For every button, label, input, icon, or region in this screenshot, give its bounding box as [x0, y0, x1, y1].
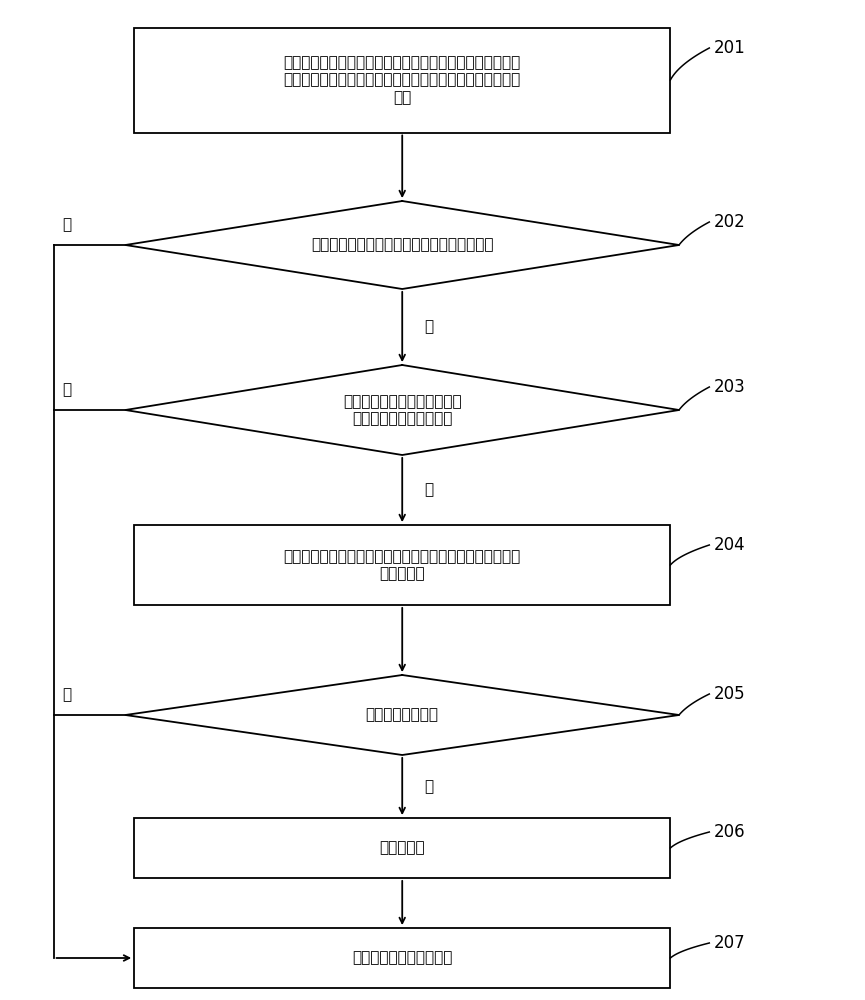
Bar	[134, 928, 670, 988]
Text: 判断按压物体图像的有效面积
是否处于预设面积范围内: 判断按压物体图像的有效面积 是否处于预设面积范围内	[343, 394, 462, 426]
Text: 当移动终端的显示屏处于休眠状态时，若监测到移动终端中
配置的指纹传感器被按压，则通过指纹传感器获取按压物体
图像: 当移动终端的显示屏处于休眠状态时，若监测到移动终端中 配置的指纹传感器被按压，则…	[284, 55, 521, 105]
Text: 202: 202	[714, 213, 746, 231]
Text: 保持显示屏处于休眠状态: 保持显示屏处于休眠状态	[352, 950, 452, 966]
Text: 唤醒显示屏: 唤醒显示屏	[380, 840, 425, 856]
Text: 确定按压物体图像为指纹图像，并将指纹图像与预设指纹模
板进行匹配: 确定按压物体图像为指纹图像，并将指纹图像与预设指纹模 板进行匹配	[284, 549, 521, 581]
Text: 204: 204	[714, 536, 746, 554]
Text: 判断匹配是否成功: 判断匹配是否成功	[366, 708, 439, 722]
Text: 否: 否	[62, 382, 72, 397]
Text: 判断按压物体图像的对比度是否达到预设标准: 判断按压物体图像的对比度是否达到预设标准	[311, 237, 493, 252]
Bar	[134, 818, 670, 878]
Bar	[134, 27, 670, 132]
Text: 205: 205	[714, 685, 746, 703]
Text: 203: 203	[714, 378, 746, 396]
Text: 否: 否	[62, 687, 72, 702]
Text: 206: 206	[714, 823, 746, 841]
Polygon shape	[125, 675, 679, 755]
Text: 是: 是	[424, 483, 433, 497]
Text: 是: 是	[424, 779, 433, 794]
Text: 201: 201	[714, 39, 746, 57]
Text: 否: 否	[62, 217, 72, 232]
Polygon shape	[125, 365, 679, 455]
Bar	[134, 525, 670, 605]
Polygon shape	[125, 201, 679, 289]
Text: 是: 是	[424, 320, 433, 334]
Text: 207: 207	[714, 934, 746, 952]
